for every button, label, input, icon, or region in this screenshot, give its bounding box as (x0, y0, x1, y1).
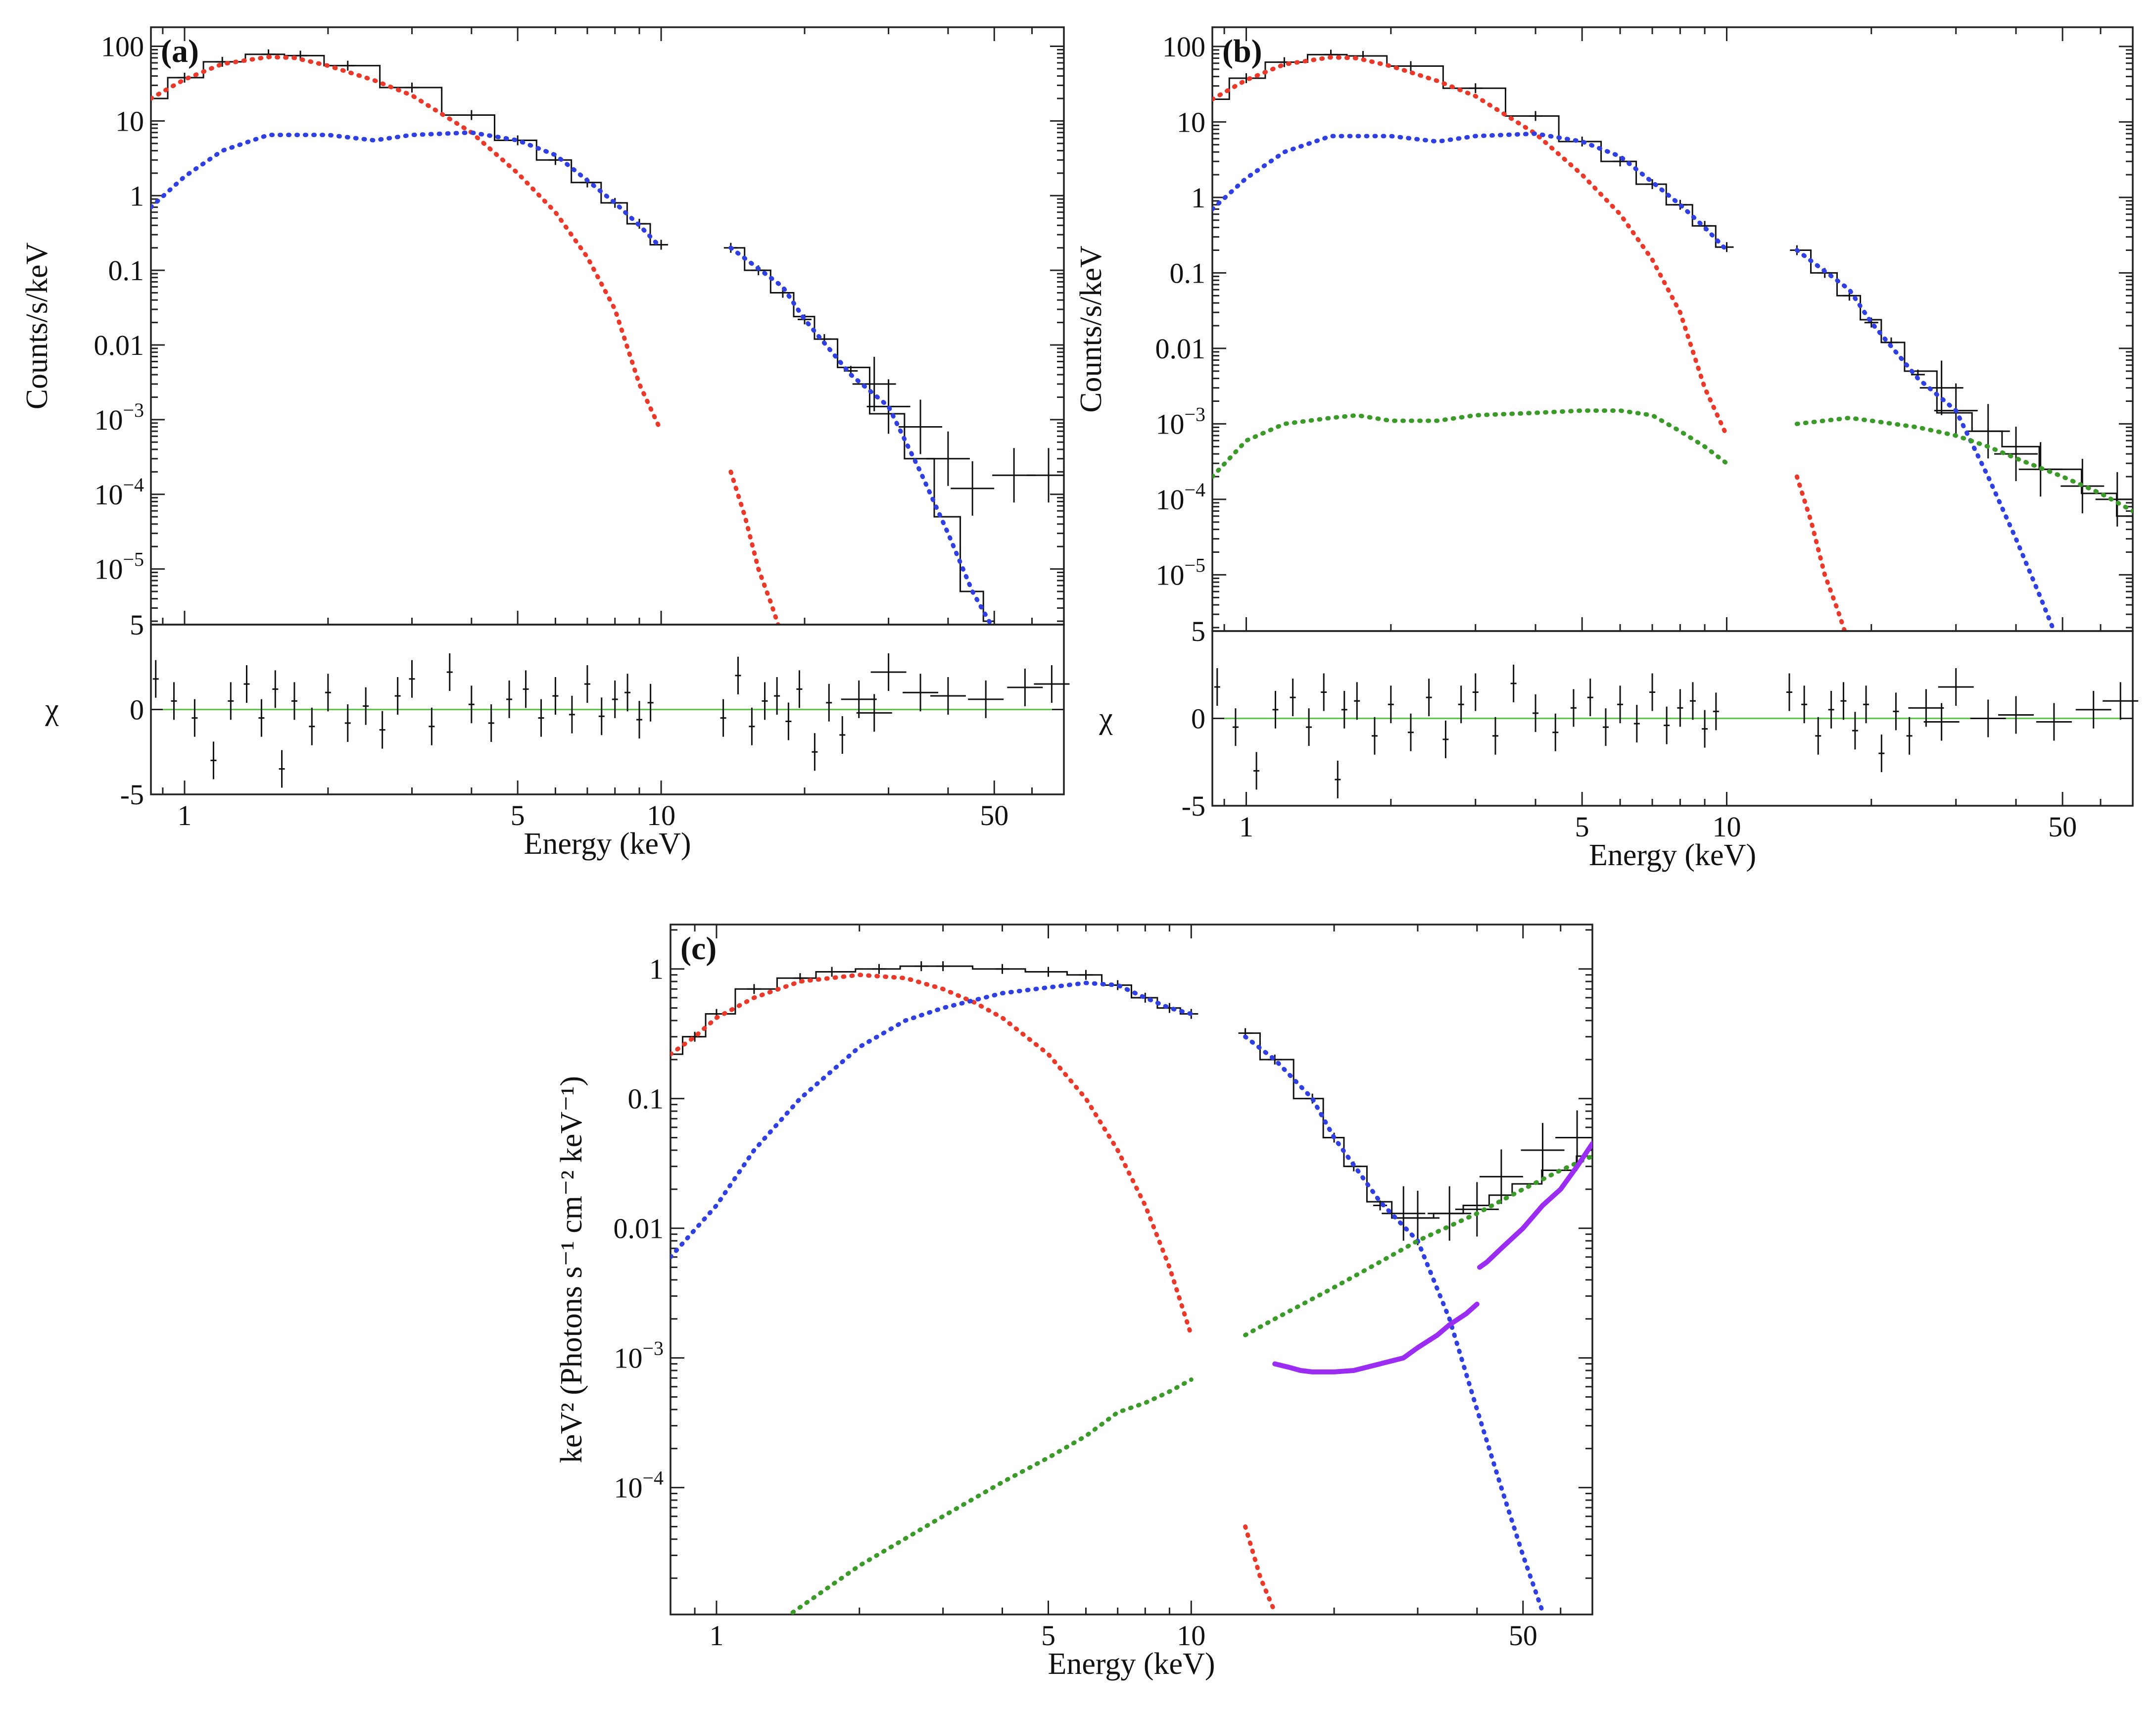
residual-y-tick-label: 0 (130, 694, 144, 726)
plot-area (151, 49, 1064, 625)
x-tick-label: 1 (1239, 811, 1253, 843)
model-component-line (728, 245, 994, 625)
x-tick-label: 1 (709, 1619, 723, 1652)
y-tick-label: 0.1 (628, 1083, 664, 1115)
model-component-line (151, 130, 664, 250)
y-tick-label: 1 (130, 180, 144, 212)
panel-label: (c) (680, 930, 717, 967)
model-component-line (1243, 1524, 1277, 1614)
y-axis-label: Counts/s/keV (20, 242, 54, 409)
panel-c: 1 0.1 0.01 10−3 10−4 keV² (Photons s⁻¹ cm⁻² k… (555, 924, 1593, 1681)
x-axis-label: Energy (keV) (524, 827, 691, 861)
panel-b: 1001010.10.0110−310−410−5Counts/s/keV(b)… (1074, 26, 2139, 872)
x-tick-label: 50 (1509, 1619, 1537, 1652)
model-total-step (1245, 1032, 1592, 1219)
model-component-line (728, 469, 781, 625)
x-tick-label: 10 (1712, 811, 1741, 843)
residual-y-label: χ (45, 693, 59, 727)
y-tick-label: 100 (1162, 31, 1205, 63)
panel-label: (b) (1222, 33, 1262, 69)
y-tick-label: 0.01 (614, 1213, 664, 1245)
model-component-line (1212, 408, 1729, 479)
x-tick-label: 50 (2048, 811, 2077, 843)
x-tick-label: 5 (511, 799, 525, 831)
x-axis-label: Energy (keV) (1589, 838, 1756, 872)
panel-a: 1001010.10.0110−310−410−5Counts/s/keV(a)… (20, 26, 1070, 861)
y-axis-label: keV² (Photons s⁻¹ cm⁻² keV⁻¹) (555, 1076, 588, 1463)
plot-area (1212, 49, 2133, 631)
plot-area (671, 961, 1592, 1614)
plot-frame (670, 924, 1593, 1615)
y-tick-label: 10−4 (94, 474, 144, 511)
y-tick-label: 10−4 (614, 1467, 664, 1504)
y-tick-label: 1 (1191, 182, 1205, 214)
model-total-step (671, 965, 1192, 1055)
residual-y-tick-label: 5 (1191, 615, 1205, 647)
model-component-line (1794, 248, 2057, 631)
model-component-line (1243, 1154, 1592, 1337)
y-tick-label: 10−4 (1155, 479, 1205, 516)
mcmc-curve (1477, 1141, 1592, 1270)
x-tick-label: 10 (647, 799, 675, 831)
y-tick-label: 0.01 (94, 329, 144, 361)
y-tick-label: 10 (1177, 106, 1205, 138)
y-tick-label: 1 (649, 953, 664, 985)
x-tick-label: 10 (1177, 1619, 1205, 1652)
model-component-line (1212, 131, 1729, 253)
residual-y-tick-label: 0 (1191, 703, 1205, 735)
model-component-line (786, 1377, 1194, 1614)
mcmc-curve (1272, 1301, 1480, 1374)
model-total-step (730, 247, 995, 622)
panel-label: (a) (161, 33, 199, 69)
model-component-line (151, 54, 664, 434)
y-tick-label: 0.01 (1155, 333, 1206, 365)
model-component-line (671, 980, 1194, 1260)
x-axis-label: Energy (keV) (1048, 1647, 1215, 1681)
y-tick-label: 10−5 (1155, 554, 1205, 591)
y-tick-label: 0.1 (1170, 257, 1206, 289)
x-tick-label: 50 (980, 799, 1008, 831)
model-component-line (1212, 55, 1729, 438)
y-tick-label: 10−3 (1155, 403, 1205, 440)
residual-y-tick-label: 5 (130, 609, 144, 641)
y-tick-label: 100 (101, 31, 144, 63)
y-tick-label: 10−3 (94, 399, 144, 436)
model-component-line (671, 973, 1194, 1337)
y-tick-label: 10 (115, 105, 144, 137)
residual-y-tick-label: -5 (1182, 790, 1205, 822)
y-tick-label: 0.1 (108, 254, 144, 287)
y-tick-label: 10−3 (614, 1337, 664, 1374)
model-component-line (1794, 474, 1847, 631)
residual-y-tick-label: -5 (120, 779, 144, 811)
y-axis-label: Counts/s/keV (1074, 245, 1108, 413)
residual-y-label: χ (1099, 702, 1113, 735)
x-tick-label: 5 (1041, 1619, 1055, 1652)
model-component-line (1794, 415, 2133, 514)
y-tick-label: 10−5 (94, 548, 144, 586)
x-tick-label: 1 (177, 799, 192, 831)
x-tick-label: 5 (1575, 811, 1589, 843)
